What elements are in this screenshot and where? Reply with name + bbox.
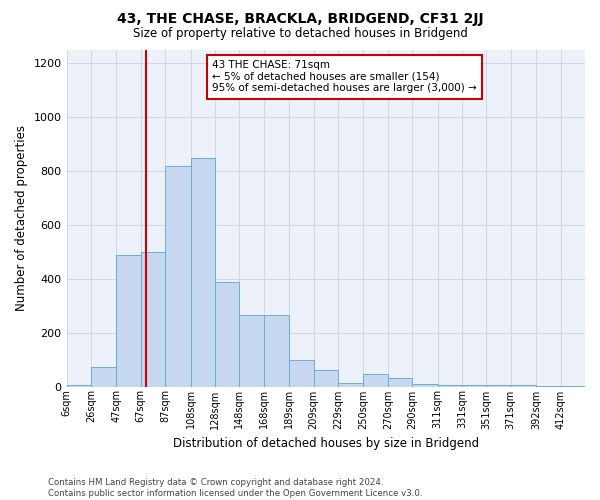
Bar bbox=[67, 385, 91, 386]
Text: Contains HM Land Registry data © Crown copyright and database right 2024.
Contai: Contains HM Land Registry data © Crown c… bbox=[48, 478, 422, 498]
X-axis label: Distribution of detached houses by size in Bridgend: Distribution of detached houses by size … bbox=[173, 437, 479, 450]
Bar bbox=[412, 384, 438, 386]
Bar bbox=[314, 370, 338, 386]
Bar bbox=[91, 367, 116, 386]
Bar bbox=[165, 166, 191, 386]
Bar bbox=[215, 282, 239, 387]
Bar bbox=[438, 385, 462, 386]
Bar bbox=[462, 385, 487, 386]
Bar bbox=[289, 360, 314, 386]
Bar bbox=[141, 252, 165, 386]
Y-axis label: Number of detached properties: Number of detached properties bbox=[15, 126, 28, 312]
Bar bbox=[264, 315, 289, 386]
Bar bbox=[487, 385, 511, 386]
Text: Size of property relative to detached houses in Bridgend: Size of property relative to detached ho… bbox=[133, 28, 467, 40]
Bar bbox=[388, 378, 412, 386]
Text: 43 THE CHASE: 71sqm
← 5% of detached houses are smaller (154)
95% of semi-detach: 43 THE CHASE: 71sqm ← 5% of detached hou… bbox=[212, 60, 476, 94]
Text: 43, THE CHASE, BRACKLA, BRIDGEND, CF31 2JJ: 43, THE CHASE, BRACKLA, BRIDGEND, CF31 2… bbox=[116, 12, 484, 26]
Bar bbox=[116, 254, 141, 386]
Bar bbox=[338, 384, 364, 386]
Bar bbox=[191, 158, 215, 386]
Bar bbox=[364, 374, 388, 386]
Bar bbox=[239, 315, 264, 386]
